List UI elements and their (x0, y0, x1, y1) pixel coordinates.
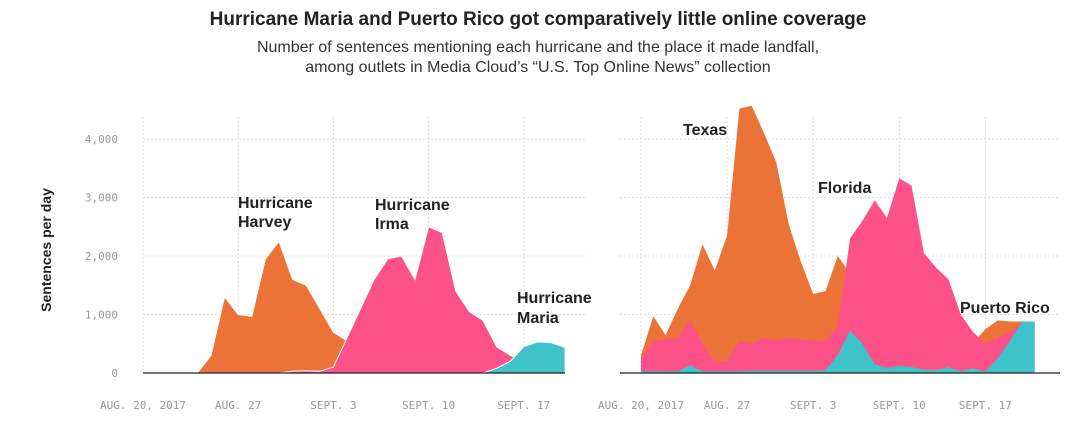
annotation-maria-line-2: Maria (517, 310, 559, 327)
chart-subtitle: Number of sentences mentioning each hurr… (0, 38, 1076, 78)
hurricanes-x-tick-label: SEPT. 17 (497, 399, 550, 412)
annotation-irma-line-1: Hurricane (375, 197, 450, 214)
places-x-tick-label: AUG. 27 (704, 399, 750, 412)
subtitle-line-1: Number of sentences mentioning each hurr… (256, 39, 820, 56)
places-panel: AUG. 20, 2017 AUG. 27 SEPT. 3 SEPT. 10 SEPT.… (598, 105, 1060, 412)
y-axis-label: Sentences per day (38, 188, 54, 312)
hurricanes-x-tick-label: SEPT. 10 (402, 399, 455, 412)
annotation-harvey-line-2: Harvey (238, 214, 291, 231)
hurricanes-area-hurricane-irma (279, 226, 551, 373)
places-area-florida (641, 178, 1035, 373)
hurricanes-x-tick-label: AUG. 20, 2017 (100, 399, 186, 412)
hurricanes-x-tick-label: AUG. 27 (215, 399, 261, 412)
places-area-puerto-rico (641, 321, 1035, 373)
annotation-puerto-rico: Puerto Rico (960, 300, 1050, 317)
annotation-maria: Hurricane Maria (517, 290, 592, 327)
annotation-florida: Florida (818, 180, 871, 197)
places-x-tick-label: SEPT. 10 (873, 399, 926, 412)
hurricanes-panel: 0 1,000 2,000 3,000 4,000 AUG. 20, 2017 AUG. 2… (85, 117, 585, 412)
y-tick-label: 4,000 (85, 133, 118, 146)
hurricanes-edge-hurricane-irma (278, 226, 552, 374)
places-x-tick-label: AUG. 20, 2017 (598, 399, 684, 412)
y-tick-label: 1,000 (85, 309, 118, 322)
hurricanes-edge-hurricane-maria (482, 341, 565, 374)
hurricanes-x-tick-label: SEPT. 3 (310, 399, 356, 412)
y-tick-label: 0 (111, 367, 118, 380)
subtitle-line-2: among outlets in Media Cloud’s “U.S. Top… (305, 59, 771, 76)
annotation-maria-line-1: Hurricane (517, 290, 592, 307)
places-x-tick-label: SEPT. 3 (790, 399, 836, 412)
y-tick-label: 2,000 (85, 250, 118, 263)
annotation-irma: Hurricane Irma (375, 197, 450, 233)
annotation-harvey: Hurricane Harvey (238, 195, 313, 231)
annotation-irma-line-2: Irma (375, 216, 409, 233)
annotation-texas: Texas (683, 122, 727, 139)
chart-title: Hurricane Maria and Puerto Rico got comp… (209, 9, 867, 30)
y-tick-label: 3,000 (85, 192, 118, 205)
annotation-harvey-line-1: Hurricane (238, 195, 313, 212)
hurricanes-area-hurricane-harvey (197, 241, 579, 373)
places-x-tick-label: SEPT. 17 (959, 399, 1012, 412)
